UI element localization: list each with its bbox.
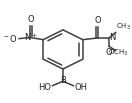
Text: OCH$_3$: OCH$_3$ xyxy=(108,48,129,58)
Text: O: O xyxy=(27,15,34,24)
Text: N$^+$: N$^+$ xyxy=(24,32,38,43)
Text: HO: HO xyxy=(38,83,51,92)
Text: B: B xyxy=(60,76,66,85)
Text: CH$_3$: CH$_3$ xyxy=(116,22,131,32)
Text: O: O xyxy=(94,16,101,25)
Text: N: N xyxy=(109,33,116,42)
Text: O: O xyxy=(106,48,112,57)
Text: $^-$O: $^-$O xyxy=(2,33,18,44)
Text: OH: OH xyxy=(75,83,88,92)
